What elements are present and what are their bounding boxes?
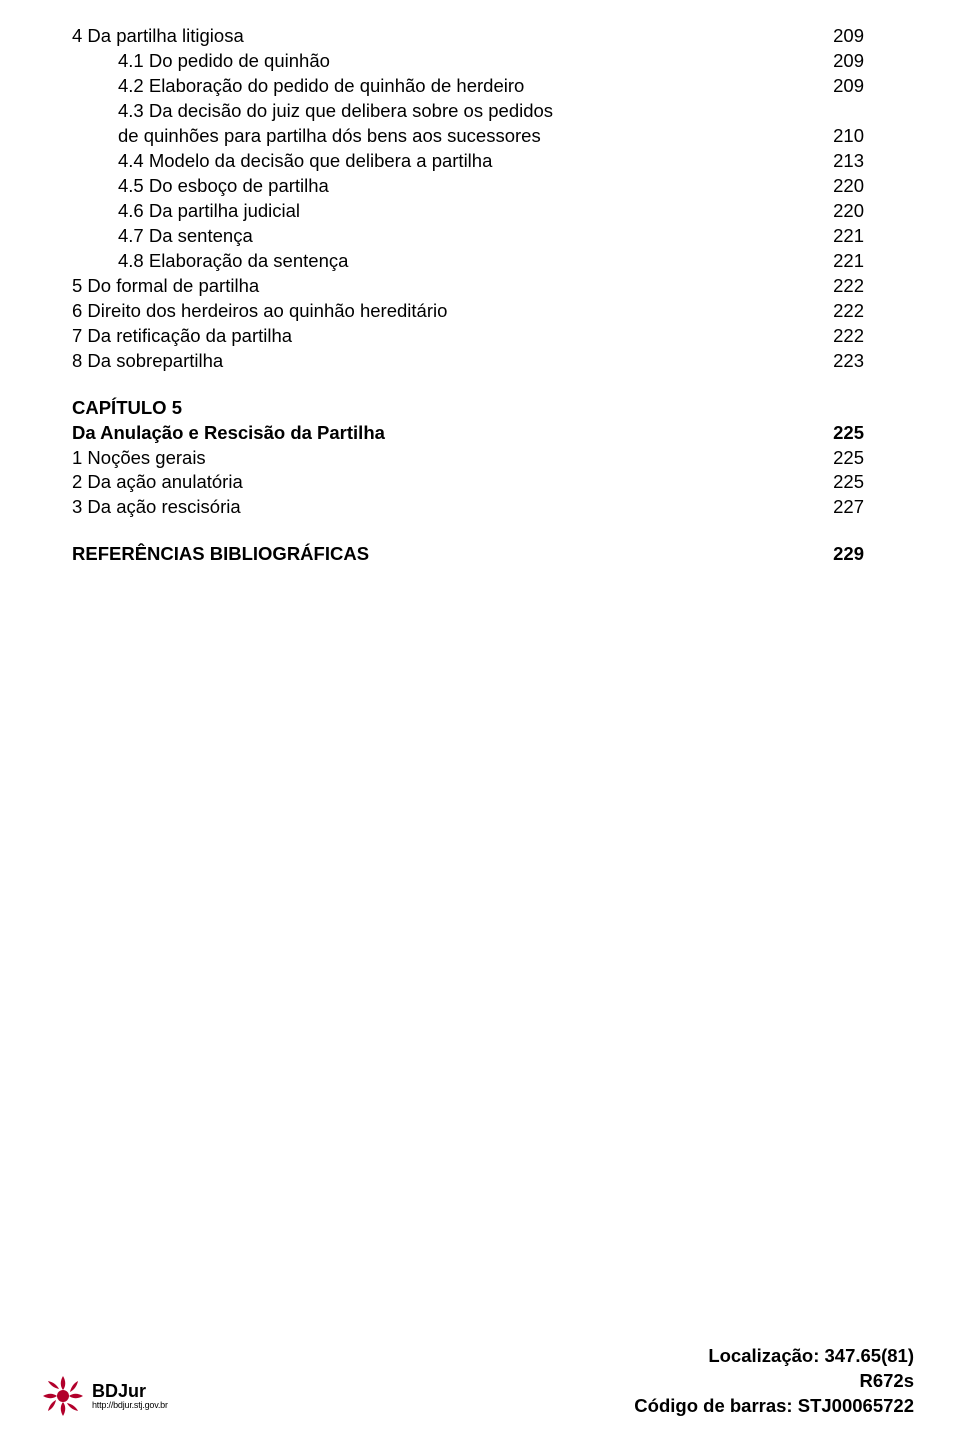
toc-page-number: 223 [804,349,864,374]
toc-page-number: 227 [804,495,864,520]
toc-line: de quinhões para partilha dós bens aos s… [72,124,864,149]
toc-page-number: 209 [804,49,864,74]
footer-localizacao-value: 347.65(81) [825,1345,914,1366]
logo-text-wrap: BDJur http://bdjur.stj.gov.br [92,1382,168,1410]
toc-line: 4.7 Da sentença 221 [72,224,864,249]
toc-page-number: 210 [804,124,864,149]
footer-right: Localização: 347.65(81) R672s Código de … [634,1344,914,1419]
toc-label: 3 Da ação rescisória [72,495,241,520]
logo-sun-icon [40,1373,86,1419]
toc-label: 4.8 Elaboração da sentença [118,249,348,274]
toc-page-number: 222 [804,274,864,299]
logo-url: http://bdjur.stj.gov.br [92,1400,168,1410]
toc-line: 4.6 Da partilha judicial 220 [72,199,864,224]
toc-line: 1 Noções gerais 225 [72,446,864,471]
footer-barcode: Código de barras: STJ00065722 [634,1394,914,1419]
toc-page-number: 220 [804,199,864,224]
toc-line: 2 Da ação anulatória 225 [72,470,864,495]
logo-text: BDJur [92,1382,168,1400]
toc-label: de quinhões para partilha dós bens aos s… [118,124,541,149]
toc-block-1: 4 Da partilha litigiosa2094.1 Do pedido … [72,24,864,374]
toc-line: 5 Do formal de partilha 222 [72,274,864,299]
toc-page-number: 229 [804,542,864,567]
section-gap [72,374,864,396]
footer-code: R672s [634,1369,914,1394]
toc-label: 4.7 Da sentença [118,224,253,249]
toc-line: 4.4 Modelo da decisão que delibera a par… [72,149,864,174]
document-page: 4 Da partilha litigiosa2094.1 Do pedido … [0,0,960,1439]
toc-label: 5 Do formal de partilha [72,274,259,299]
toc-label: 4.3 Da decisão do juiz que delibera sobr… [118,99,553,124]
toc-page-number: 209 [804,74,864,99]
toc-line: Da Anulação e Rescisão da Partilha 225 [72,421,864,446]
toc-page-number: 213 [804,149,864,174]
toc-line: 7 Da retificação da partilha 222 [72,324,864,349]
toc-label: Da Anulação e Rescisão da Partilha [72,421,385,446]
footer-localizacao-label: Localização: [708,1345,824,1366]
toc-page-number: 220 [804,174,864,199]
toc-page-number: 225 [804,421,864,446]
toc-label: 4.2 Elaboração do pedido de quinhão de h… [118,74,524,99]
toc-label: 4.6 Da partilha judicial [118,199,300,224]
toc-page-number: 222 [804,324,864,349]
toc-label: 4.4 Modelo da decisão que delibera a par… [118,149,492,174]
toc-label: 6 Direito dos herdeiros ao quinhão hered… [72,299,447,324]
toc-page-number: 221 [804,224,864,249]
toc-page-number: 225 [804,446,864,471]
toc-line: 8 Da sobrepartilha 223 [72,349,864,374]
toc-line: 4.5 Do esboço de partilha 220 [72,174,864,199]
toc-label: 2 Da ação anulatória [72,470,243,495]
section-gap [72,520,864,542]
toc-label: REFERÊNCIAS BIBLIOGRÁFICAS [72,542,369,567]
toc-line: 4.8 Elaboração da sentença 221 [72,249,864,274]
toc-label: CAPÍTULO 5 [72,396,182,421]
toc-line: 4.1 Do pedido de quinhão 209 [72,49,864,74]
toc-line: 4 Da partilha litigiosa 209 [72,24,864,49]
footer-barcode-value: STJ00065722 [798,1395,914,1416]
toc-block-2: CAPÍTULO 5Da Anulação e Rescisão da Part… [72,396,864,521]
toc-label: 4.5 Do esboço de partilha [118,174,329,199]
toc-line: 3 Da ação rescisória 227 [72,495,864,520]
toc-label: 1 Noções gerais [72,446,206,471]
toc-line: REFERÊNCIAS BIBLIOGRÁFICAS 229 [72,542,864,567]
footer-localizacao: Localização: 347.65(81) [634,1344,914,1369]
toc-page-number: 222 [804,299,864,324]
toc-label: 4 Da partilha litigiosa [72,24,244,49]
logo: BDJur http://bdjur.stj.gov.br [40,1373,168,1419]
footer-barcode-label: Código de barras: [634,1395,797,1416]
toc-label: 7 Da retificação da partilha [72,324,292,349]
page-footer: BDJur http://bdjur.stj.gov.br Localizaçã… [0,1344,960,1419]
toc-label: 4.1 Do pedido de quinhão [118,49,330,74]
toc-line: 4.2 Elaboração do pedido de quinhão de h… [72,74,864,99]
toc-label: 8 Da sobrepartilha [72,349,223,374]
toc-line: CAPÍTULO 5 [72,396,864,421]
toc-page-number: 209 [804,24,864,49]
toc-block-3: REFERÊNCIAS BIBLIOGRÁFICAS 229 [72,542,864,567]
toc-line: 6 Direito dos herdeiros ao quinhão hered… [72,299,864,324]
toc-line: 4.3 Da decisão do juiz que delibera sobr… [72,99,864,124]
toc-page-number: 221 [804,249,864,274]
toc-page-number: 225 [804,470,864,495]
